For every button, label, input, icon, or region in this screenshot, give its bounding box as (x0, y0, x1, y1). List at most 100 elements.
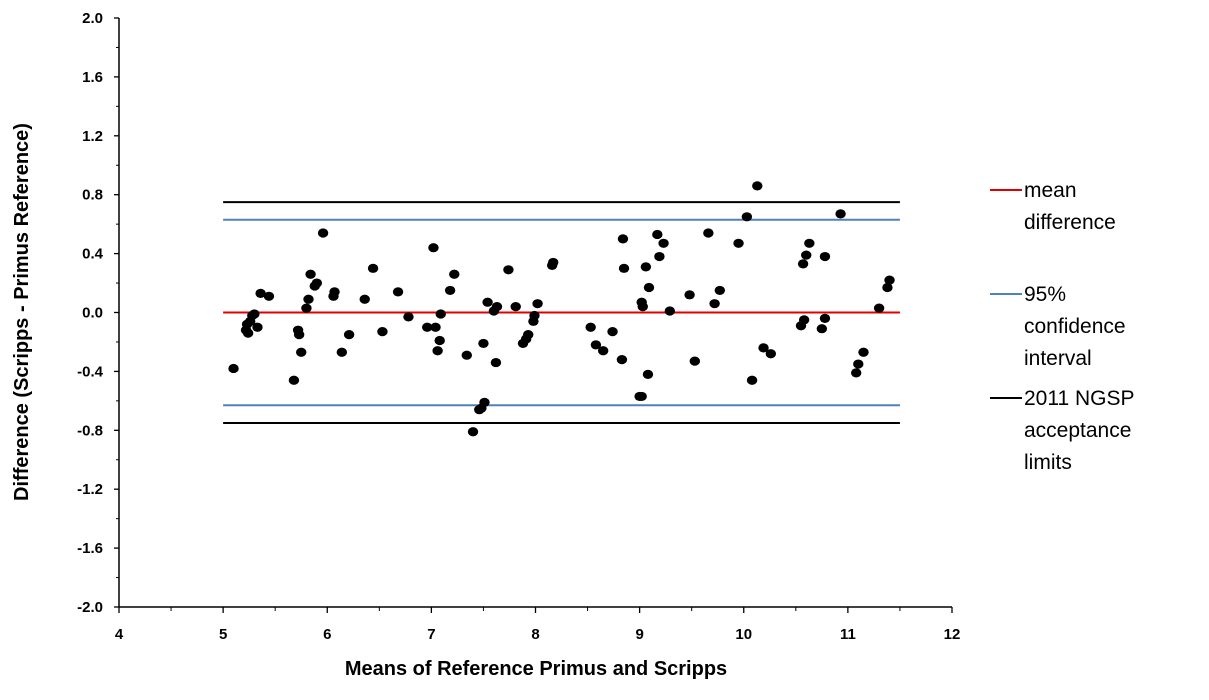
x-tick-label: 11 (840, 626, 856, 643)
data-point (733, 238, 744, 248)
data-point (336, 347, 348, 357)
legend-label: 95% (1024, 283, 1066, 306)
data-point (293, 329, 305, 340)
data-point (377, 327, 388, 337)
y-tick-label: -1.2 (77, 481, 103, 498)
data-point (752, 181, 763, 191)
legend-label: confidence (1024, 315, 1126, 338)
data-point (819, 251, 831, 262)
data-point (263, 291, 275, 301)
data-point (288, 375, 300, 385)
data-point (343, 329, 355, 340)
data-point (835, 209, 846, 219)
data-point (523, 329, 534, 340)
data-point (758, 343, 769, 353)
data-point (816, 324, 828, 334)
data-point (741, 212, 753, 222)
data-point (765, 349, 777, 359)
data-point (467, 427, 479, 437)
data-point (804, 238, 815, 248)
data-point (654, 251, 665, 262)
legend-label: interval (1024, 347, 1092, 370)
legend-label: limits (1024, 451, 1072, 474)
data-point (444, 285, 456, 296)
data-point (585, 322, 596, 332)
data-point (303, 294, 314, 304)
data-point (482, 297, 493, 307)
data-point (367, 263, 379, 273)
data-point (819, 313, 831, 323)
data-point (617, 234, 629, 244)
data-point (642, 369, 654, 379)
data-point (652, 229, 663, 240)
data-point (590, 340, 602, 350)
data-point (503, 265, 514, 275)
data-point (797, 259, 809, 269)
data-point (449, 269, 460, 279)
y-tick-label: -1.6 (77, 540, 103, 557)
data-point (311, 278, 323, 288)
data-point (640, 262, 652, 272)
y-tick-label: 2.0 (82, 10, 103, 27)
data-point (510, 302, 521, 312)
data-point (637, 302, 648, 312)
data-point (228, 363, 239, 374)
x-tick-label: 6 (323, 626, 331, 643)
data-point (490, 357, 502, 368)
data-point (432, 346, 443, 356)
y-tick-label: 1.2 (82, 128, 103, 145)
data-point (532, 299, 543, 309)
data-point (403, 312, 414, 322)
data-point (434, 335, 445, 346)
x-tick-label: 10 (735, 626, 752, 643)
y-tick-label: -0.8 (77, 422, 103, 439)
data-point (548, 257, 559, 268)
x-tick-label: 4 (115, 626, 124, 643)
data-point (461, 350, 472, 360)
y-tick-label: -0.4 (77, 363, 104, 380)
data-point (435, 309, 446, 319)
y-tick-label: 0.4 (82, 246, 104, 263)
data-point (392, 287, 404, 297)
x-tick-label: 8 (531, 626, 539, 643)
data-point (249, 309, 260, 319)
x-axis-ticks: 4 5 6 7 8 9 10 11 12 (115, 607, 961, 643)
legend-label: acceptance (1024, 419, 1131, 442)
data-point (607, 327, 618, 337)
data-point (801, 250, 812, 260)
reference-lines (223, 201, 900, 424)
x-tick-label: 9 (635, 626, 643, 643)
data-point (746, 375, 758, 385)
data-point (428, 243, 439, 253)
data-point (317, 228, 329, 238)
data-point (491, 302, 503, 312)
x-tick-label: 7 (427, 626, 435, 643)
data-point (242, 328, 254, 338)
data-point (643, 282, 655, 293)
data-point (884, 275, 895, 285)
data-point (359, 294, 370, 304)
data-point (479, 397, 490, 407)
x-tick-label: 5 (219, 626, 227, 643)
y-axis-title: Difference (Scripps - Primus Reference) (11, 123, 33, 501)
data-point (296, 347, 307, 357)
legend: mean difference 95% confidence interval 2011 … (990, 179, 1135, 474)
legend-label: mean (1024, 179, 1077, 202)
data-point (658, 238, 669, 248)
legend-label: 2011 NGSP (1024, 387, 1135, 410)
data-point (329, 287, 340, 297)
x-tick-label: 12 (944, 626, 961, 643)
data-point (703, 228, 714, 238)
data-point (714, 285, 726, 296)
data-point (636, 391, 647, 402)
data-point (882, 282, 893, 293)
data-point (305, 269, 316, 279)
legend-label: difference (1024, 211, 1116, 234)
y-tick-label: -2.0 (77, 599, 103, 616)
y-tick-label: 0.0 (82, 305, 103, 322)
data-point (616, 355, 628, 365)
data-point (853, 359, 864, 369)
data-point (684, 290, 695, 300)
data-point (709, 299, 720, 309)
